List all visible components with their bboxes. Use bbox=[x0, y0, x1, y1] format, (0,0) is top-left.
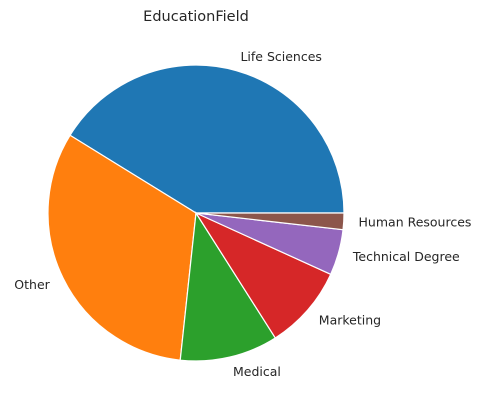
chart-title: EducationField bbox=[143, 9, 249, 25]
pie-label-life-sciences: Life Sciences bbox=[240, 49, 321, 64]
pie-label-marketing: Marketing bbox=[319, 312, 381, 327]
pie-label-other: Other bbox=[14, 277, 50, 292]
pie-labels: Life Sciences Other Medical Marketing Techni… bbox=[14, 49, 471, 379]
pie-slice-medical bbox=[179, 211, 277, 362]
pie-label-medical: Medical bbox=[233, 364, 281, 379]
pie-slice-human-resources bbox=[195, 212, 345, 231]
pie-slice-marketing bbox=[194, 211, 332, 339]
pie-label-human-resources: Human Resources bbox=[359, 215, 472, 230]
pie-slices bbox=[47, 64, 345, 362]
pie-label-technical-degree: Technical Degree bbox=[352, 249, 460, 264]
pie-slice-life-sciences bbox=[69, 64, 345, 214]
pie-slice-other bbox=[47, 134, 197, 361]
